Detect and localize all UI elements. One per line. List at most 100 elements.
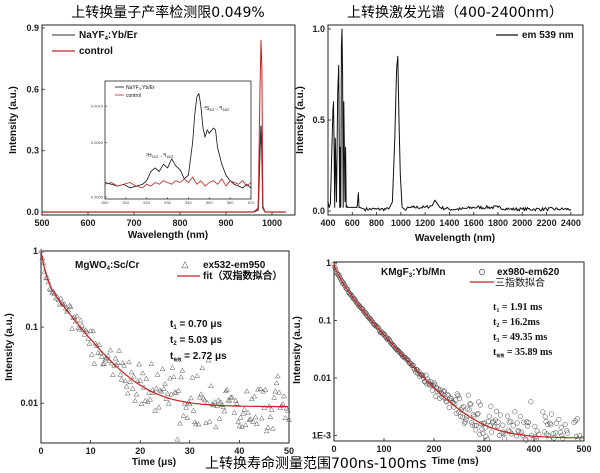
data-point-circle xyxy=(418,371,424,377)
data-point-triangle xyxy=(281,393,287,399)
y-axis-label: Intensity (a.u.) xyxy=(292,316,303,384)
data-point-triangle xyxy=(225,397,232,403)
data-point-triangle xyxy=(215,397,222,403)
data-point-triangle xyxy=(57,295,64,301)
data-point-triangle xyxy=(160,385,167,391)
legend-label-control: control xyxy=(79,46,113,57)
data-point-circle xyxy=(353,300,359,306)
series-line-control xyxy=(42,39,286,213)
data-point-triangle xyxy=(165,400,172,406)
y-tick-label: 0.1 xyxy=(25,322,38,332)
data-point-triangle xyxy=(177,420,183,426)
y-tick-label: 0.01 xyxy=(20,398,38,408)
data-point-triangle xyxy=(56,301,63,307)
data-point-triangle xyxy=(112,355,119,361)
data-point-triangle xyxy=(270,425,276,431)
x-tick-label: 10 xyxy=(86,446,96,456)
data-point-triangle xyxy=(248,396,255,402)
x-tick-label: 0 xyxy=(38,446,43,456)
data-point-triangle xyxy=(263,428,270,434)
x-tick-label: 1000 xyxy=(262,218,282,228)
x-tick-label: 1000 xyxy=(391,218,411,228)
data-point-triangle xyxy=(90,328,96,334)
data-point-triangle xyxy=(282,414,289,420)
y-tick-label: 0.01 xyxy=(313,373,331,383)
data-point-triangle xyxy=(212,424,219,430)
data-point-triangle xyxy=(257,385,264,391)
data-point-triangle xyxy=(284,407,291,413)
panel-kmgf3-decay: 0 100 200 300 400 500 1 0.1 0.01 1E-3 Time (ms) I… xyxy=(292,258,592,467)
x-tick-label: 1800 xyxy=(488,218,508,228)
y-tick-label: 0.1 xyxy=(318,315,331,325)
data-point-triangle xyxy=(55,297,62,303)
data-point-triangle xyxy=(272,388,279,394)
data-point-triangle xyxy=(180,412,187,418)
data-point-triangle xyxy=(241,406,248,412)
data-point-triangle xyxy=(142,397,149,403)
data-point-circle xyxy=(474,412,480,418)
data-point-triangle xyxy=(152,407,158,413)
data-point-triangle xyxy=(128,369,135,375)
data-point-circle xyxy=(420,372,426,378)
data-point-triangle xyxy=(75,324,82,330)
data-point-circle xyxy=(374,324,380,330)
data-point-triangle xyxy=(121,362,127,368)
data-point-circle xyxy=(542,414,548,420)
x-axis-label: Wavelength (nm) xyxy=(128,230,208,241)
data-point-circle xyxy=(469,420,475,426)
chart-title: 上转换量子产率检测限0.049% xyxy=(71,4,264,21)
data-point-circle xyxy=(469,422,475,428)
inset-x-tick-label: 550 xyxy=(206,200,213,205)
data-point-circle xyxy=(564,428,570,434)
x-axis-label: Time (μs) xyxy=(132,457,176,468)
x-tick-label: 400 xyxy=(320,218,335,228)
y-tick-label: 0.6 xyxy=(26,84,39,94)
y-axis-label: Intensity (a.u.) xyxy=(8,86,19,154)
x-tick-label: 700 xyxy=(126,218,141,228)
fit-parameter: t1 = 0.70 μs xyxy=(170,319,222,331)
data-point-triangle xyxy=(157,387,163,393)
data-point-triangle xyxy=(153,385,160,391)
data-point-circle xyxy=(477,431,483,437)
x-tick-label: 100 xyxy=(376,444,391,454)
data-point-circle xyxy=(457,413,463,419)
data-point-circle xyxy=(397,350,403,356)
data-point-triangle xyxy=(131,373,137,379)
inset-frame xyxy=(104,80,252,200)
legend-label-data: ex532-em950 xyxy=(203,260,266,271)
x-tick-label: 500 xyxy=(34,218,49,228)
data-point-circle xyxy=(358,305,364,311)
data-point-circle xyxy=(556,416,562,423)
data-point-circle xyxy=(557,429,563,435)
x-tick-label: 2400 xyxy=(561,218,581,228)
inset-x-tick-label: 520 xyxy=(143,200,150,205)
data-point-triangle xyxy=(148,360,155,366)
inset-y-tick-label: 0.0005 xyxy=(91,140,104,145)
data-point-triangle xyxy=(110,371,116,377)
data-point-circle xyxy=(441,388,447,394)
inset-legend-label-control: control xyxy=(126,93,141,99)
data-point-triangle xyxy=(226,397,233,403)
data-point-triangle xyxy=(198,391,204,397)
data-point-triangle xyxy=(189,374,196,380)
data-point-circle xyxy=(560,435,566,441)
data-point-triangle xyxy=(116,347,122,353)
data-point-circle xyxy=(489,429,495,435)
data-point-triangle xyxy=(224,386,230,392)
legend-marker-circle-icon xyxy=(479,269,485,275)
data-point-triangle xyxy=(243,388,250,394)
data-point-circle xyxy=(540,409,546,415)
data-point-triangle xyxy=(184,414,191,420)
data-point-circle xyxy=(389,341,395,348)
data-point-circle xyxy=(523,437,529,443)
inset-series-line-nayf4 xyxy=(104,93,252,189)
data-point-circle xyxy=(433,393,439,399)
data-point-circle xyxy=(545,421,551,428)
data-point-circle xyxy=(478,421,484,427)
data-point-circle xyxy=(575,436,581,442)
data-point-triangle xyxy=(181,400,188,406)
y-tick-label: 0.0 xyxy=(26,207,39,217)
data-point-triangle xyxy=(124,390,131,396)
x-tick-label: 30 xyxy=(185,446,195,456)
data-point-triangle xyxy=(127,378,134,384)
